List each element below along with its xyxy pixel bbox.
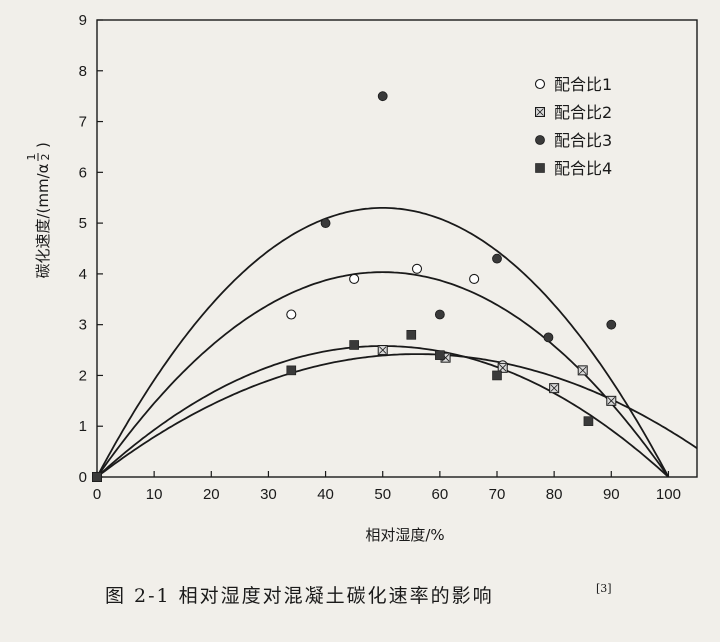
legend-marker-2-hatch-b bbox=[536, 108, 544, 116]
plot-frame bbox=[96, 19, 698, 478]
fit-curve-4 bbox=[97, 353, 697, 477]
y-axis-title-exp-den: 2 bbox=[39, 154, 52, 161]
point-series2-2-hatch-b bbox=[378, 346, 387, 354]
fit-curve-2 bbox=[97, 271, 670, 477]
y-tick-label: 7 bbox=[79, 114, 87, 131]
fit-curve-1 bbox=[97, 206, 670, 477]
legend-label-3: 配合比3 bbox=[554, 131, 612, 150]
legend-marker-3 bbox=[535, 135, 545, 145]
point-series2-3-hatch-b bbox=[441, 353, 450, 362]
x-tick-label: 70 bbox=[489, 486, 506, 503]
point-series3-6 bbox=[543, 332, 554, 343]
point-series2-4-hatch-b bbox=[498, 364, 507, 372]
y-tick-label: 5 bbox=[79, 215, 87, 232]
y-tick-label: 4 bbox=[79, 266, 87, 283]
svg-text:碳化速度/(mm/α: 碳化速度/(mm/α bbox=[34, 163, 52, 278]
point-series2-7-hatch-b bbox=[607, 397, 616, 405]
point-series3-2 bbox=[320, 218, 331, 229]
point-series3-7 bbox=[606, 319, 617, 330]
figure-caption: 图 2-1 相对湿度对混凝土碳化速率的影响 bbox=[105, 585, 494, 607]
point-series4-2 bbox=[286, 365, 297, 376]
x-tick-label: 0 bbox=[93, 486, 101, 503]
point-series4-4 bbox=[406, 330, 417, 340]
x-tick-label: 20 bbox=[203, 486, 220, 503]
x-tick-label: 10 bbox=[146, 486, 163, 503]
x-tick-label: 80 bbox=[546, 486, 563, 503]
point-series1-3 bbox=[349, 273, 360, 285]
y-tick-label: 0 bbox=[79, 469, 87, 486]
point-series3-4 bbox=[434, 309, 445, 320]
y-axis-title-main: 碳化速度/(mm/α bbox=[34, 163, 52, 278]
legend-marker-4 bbox=[535, 163, 545, 173]
point-series4-6 bbox=[492, 370, 502, 381]
x-tick-label: 60 bbox=[432, 486, 449, 503]
y-axis-title: 碳化速度/(mm/α 1 2 ) bbox=[25, 142, 52, 278]
point-series3-3 bbox=[377, 91, 388, 102]
point-series1-2 bbox=[286, 309, 297, 320]
point-series2-6-hatch-b bbox=[578, 366, 587, 375]
x-tick-label: 100 bbox=[656, 486, 681, 503]
y-tick-label: 9 bbox=[79, 12, 87, 29]
legend-label-4: 配合比4 bbox=[554, 159, 612, 178]
y-tick-label: 3 bbox=[79, 317, 87, 334]
legend-marker-1 bbox=[534, 78, 546, 90]
x-tick-label: 90 bbox=[603, 486, 620, 503]
point-series2-5-hatch-b bbox=[550, 384, 558, 392]
point-series4-5 bbox=[435, 350, 445, 360]
x-tick-label: 50 bbox=[374, 486, 391, 503]
y-tick-label: 1 bbox=[79, 418, 87, 435]
point-series3-5 bbox=[492, 253, 502, 264]
y-tick-label: 6 bbox=[79, 164, 87, 181]
y-tick-label: 2 bbox=[79, 367, 87, 384]
y-axis-title-exp-num: 1 bbox=[25, 154, 38, 161]
legend-label-1: 配合比1 bbox=[554, 75, 612, 94]
x-axis-title: 相对湿度/% bbox=[365, 526, 444, 544]
point-series1-5 bbox=[469, 273, 480, 285]
legend-label-2: 配合比2 bbox=[554, 103, 612, 122]
plot-area: 0 10 20 30 40 50 60 70 80 90 100 0 1 2 3 4 5 6 7 8 9 配合比1 配合比2… bbox=[79, 12, 698, 503]
point-series4-3 bbox=[349, 340, 359, 350]
point-series4-7 bbox=[583, 416, 594, 426]
point-series1-4 bbox=[411, 263, 423, 274]
figure-caption-ref: [3] bbox=[596, 582, 612, 595]
x-tick-label: 40 bbox=[317, 486, 334, 503]
y-axis-title-close: ) bbox=[34, 142, 52, 148]
point-series4-1 bbox=[92, 472, 102, 482]
y-tick-label: 8 bbox=[79, 63, 87, 80]
x-tick-label: 30 bbox=[260, 486, 277, 503]
